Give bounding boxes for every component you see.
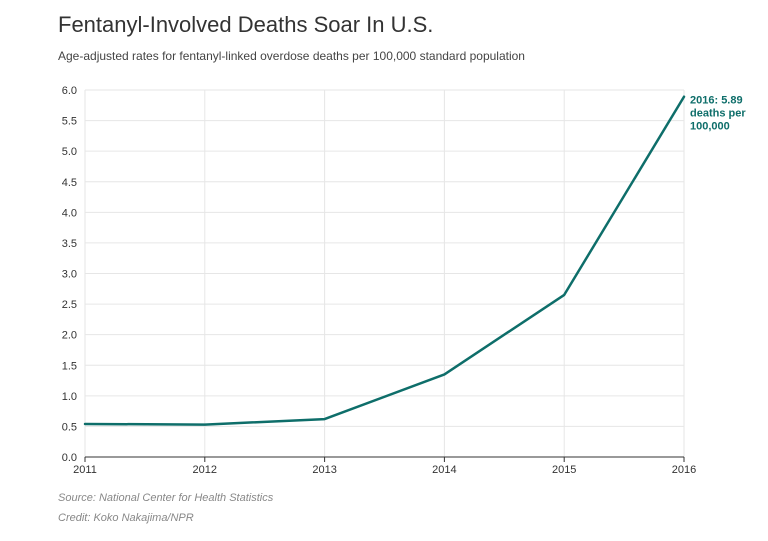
y-tick-label: 6.0 <box>62 85 77 97</box>
y-tick-label: 4.5 <box>62 177 77 189</box>
x-tick-label: 2014 <box>432 464 456 476</box>
x-tick-label: 2015 <box>552 464 576 476</box>
source-note: Source: National Center for Health Stati… <box>58 492 274 504</box>
y-tick-label: 3.0 <box>62 269 77 281</box>
x-tick-label: 2013 <box>312 464 336 476</box>
y-tick-label: 0.0 <box>62 452 77 464</box>
y-tick-label: 0.5 <box>62 421 77 433</box>
y-tick-label: 2.0 <box>62 330 77 342</box>
y-tick-label: 1.0 <box>62 391 77 403</box>
y-tick-label: 5.5 <box>62 116 77 128</box>
x-tick-label: 2011 <box>73 464 97 476</box>
x-axis-ticks: 2011 2012 2013 2014 2015 2016 <box>73 457 696 476</box>
y-tick-label: 1.5 <box>62 360 77 372</box>
y-tick-label: 5.0 <box>62 146 77 158</box>
series-line-0 <box>83 95 686 426</box>
chart-title: Fentanyl-Involved Deaths Soar In U.S. <box>58 12 434 37</box>
annotation-line: 100,000 <box>690 121 730 133</box>
credit-note: Credit: Koko Nakajima/NPR <box>58 512 194 524</box>
annotation-line: deaths per <box>690 108 746 120</box>
y-axis-ticks: 0.0 0.5 1.0 1.5 2.0 2.5 3.0 3.5 4.0 4.5 5.0 5.5 6.0 <box>62 85 77 464</box>
chart-subtitle: Age-adjusted rates for fentanyl-linked o… <box>58 49 525 63</box>
annotation-line: 2016: 5.89 <box>690 95 743 107</box>
y-tick-label: 4.0 <box>62 207 77 219</box>
x-tick-label: 2012 <box>193 464 217 476</box>
y-tick-label: 2.5 <box>62 299 77 311</box>
x-tick-label: 2016 <box>672 464 696 476</box>
y-tick-label: 3.5 <box>62 238 77 250</box>
grid-lines <box>84 89 685 457</box>
series-group <box>83 95 686 426</box>
